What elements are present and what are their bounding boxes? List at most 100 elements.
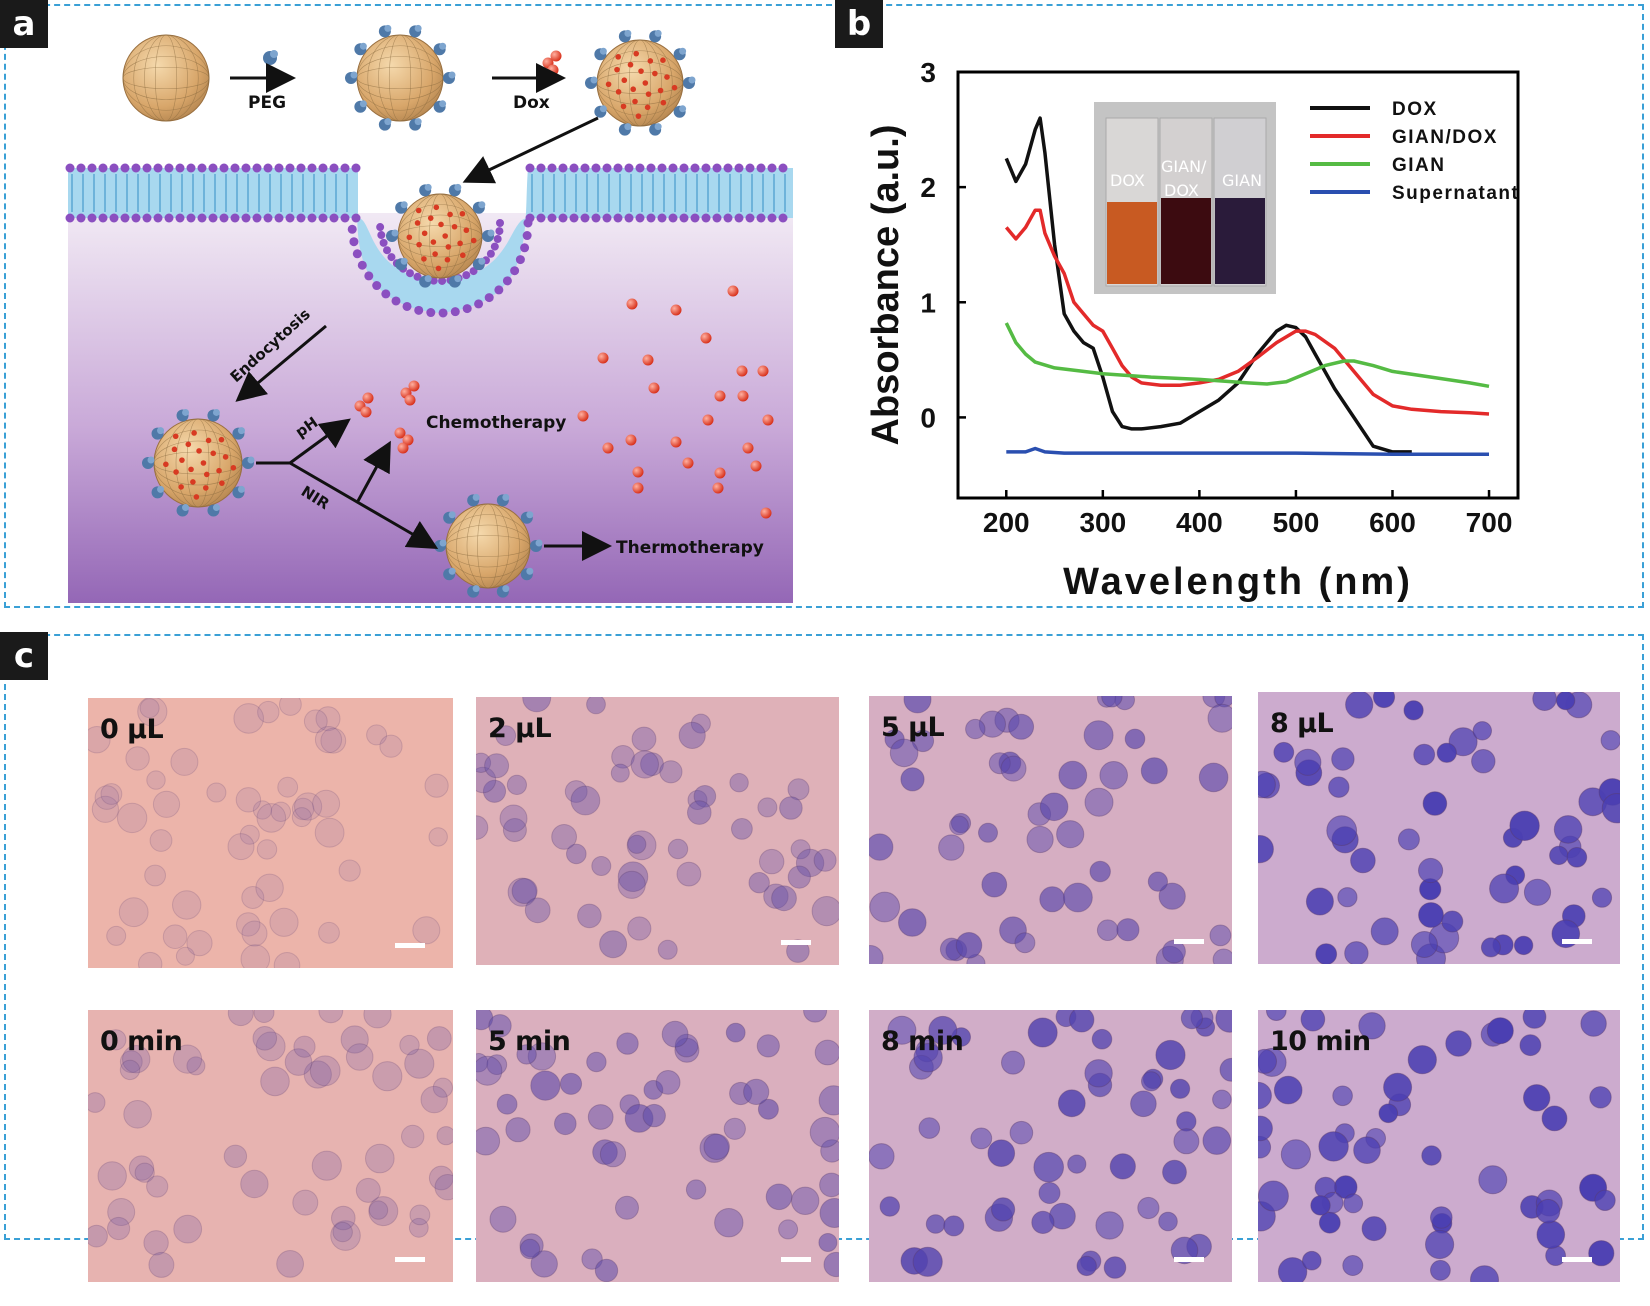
cell — [146, 1175, 169, 1198]
cell — [1076, 1255, 1097, 1277]
cell — [1033, 1151, 1064, 1183]
loaded-dox — [615, 54, 622, 60]
scale-bar — [781, 1257, 811, 1262]
micrograph-dose-0: 0 µL — [88, 698, 453, 968]
cell — [610, 763, 630, 783]
uptake-arrow — [462, 116, 599, 184]
cell — [1116, 918, 1140, 942]
micrograph-cells — [88, 1010, 453, 1278]
cell — [1589, 1086, 1612, 1109]
lipid-head — [372, 281, 382, 291]
cell — [884, 729, 905, 750]
cell — [401, 1124, 425, 1149]
lipid-head — [131, 213, 141, 223]
membrane-right — [528, 168, 793, 218]
micrograph-time-2: 8 min — [869, 1010, 1232, 1282]
panel-a-b-frame — [4, 4, 1644, 608]
panel-letter-b: b — [835, 0, 883, 48]
dox-molecule — [404, 394, 416, 406]
cell — [482, 779, 507, 803]
cell — [88, 726, 111, 754]
lipid-head — [352, 249, 362, 259]
particle-mesh — [456, 503, 520, 589]
cell — [591, 856, 612, 876]
cell — [657, 939, 678, 960]
cell — [659, 760, 683, 784]
peg-chain — [535, 539, 543, 547]
loaded-dox — [644, 104, 651, 111]
cell — [1535, 1198, 1561, 1224]
cell — [693, 785, 717, 808]
peg-chain — [502, 493, 510, 501]
lipid-head — [377, 231, 386, 240]
micrograph-label: 8 µL — [1270, 708, 1334, 739]
cell — [320, 727, 347, 754]
dox-molecule — [547, 64, 559, 76]
cell — [484, 753, 510, 779]
cell — [903, 696, 932, 714]
cell — [1436, 742, 1457, 763]
cell — [119, 1050, 143, 1074]
scale-bar — [395, 943, 425, 948]
cell — [1523, 878, 1552, 906]
cell — [594, 1258, 619, 1282]
lipid-head — [186, 163, 196, 173]
cell — [869, 891, 901, 923]
peg-chain — [454, 275, 462, 283]
cell — [434, 1174, 453, 1201]
lipid-head — [569, 213, 579, 223]
cell — [1158, 882, 1186, 910]
lipid-head — [602, 213, 612, 223]
dox-molecule — [577, 410, 589, 422]
vial-inset-photo: DOX GIAN/ DOX GIAN — [1094, 102, 1276, 294]
cell — [627, 916, 652, 941]
lipid-head — [381, 289, 391, 299]
cell — [516, 1044, 537, 1065]
cell — [1215, 1010, 1232, 1033]
cell — [988, 752, 1011, 775]
cell — [1331, 747, 1355, 771]
bare-nanoparticle — [122, 34, 210, 122]
cell — [771, 885, 797, 912]
cell — [1345, 692, 1374, 719]
cell — [950, 813, 972, 834]
cell — [88, 1092, 106, 1113]
cell — [476, 752, 492, 773]
lipid-head — [87, 213, 97, 223]
lipid-head — [208, 163, 218, 173]
cell — [889, 738, 919, 768]
particle-core — [122, 34, 210, 122]
peg-chain — [182, 408, 190, 416]
cell — [1353, 1136, 1381, 1164]
cell — [125, 746, 150, 771]
peg-chain — [237, 427, 245, 435]
lipid-head — [635, 163, 645, 173]
peg-chain — [679, 105, 687, 113]
peg-chain — [439, 42, 447, 50]
lipid-head — [230, 163, 240, 173]
loaded-dox — [202, 485, 209, 491]
cell — [1162, 1159, 1187, 1185]
micrograph-cells — [869, 1010, 1232, 1279]
cell — [524, 897, 551, 924]
dox-molecule — [408, 380, 420, 392]
loaded-dox — [615, 89, 622, 95]
peg-chain — [400, 257, 408, 265]
cell — [408, 1217, 429, 1238]
lipid-head — [496, 219, 504, 227]
cell — [630, 750, 660, 779]
cell — [1008, 713, 1035, 740]
cell — [759, 848, 785, 875]
cell — [252, 1026, 278, 1051]
dox-molecule — [362, 392, 374, 404]
cell — [819, 1198, 839, 1228]
dox-molecule — [397, 442, 409, 454]
cell — [813, 848, 837, 872]
lipid-head — [230, 213, 240, 223]
loaded-dox — [193, 494, 200, 500]
lipid-head — [175, 163, 185, 173]
cell — [1069, 1010, 1095, 1033]
cell — [1124, 728, 1146, 750]
cell — [1258, 835, 1274, 864]
peg-chain — [448, 511, 456, 519]
